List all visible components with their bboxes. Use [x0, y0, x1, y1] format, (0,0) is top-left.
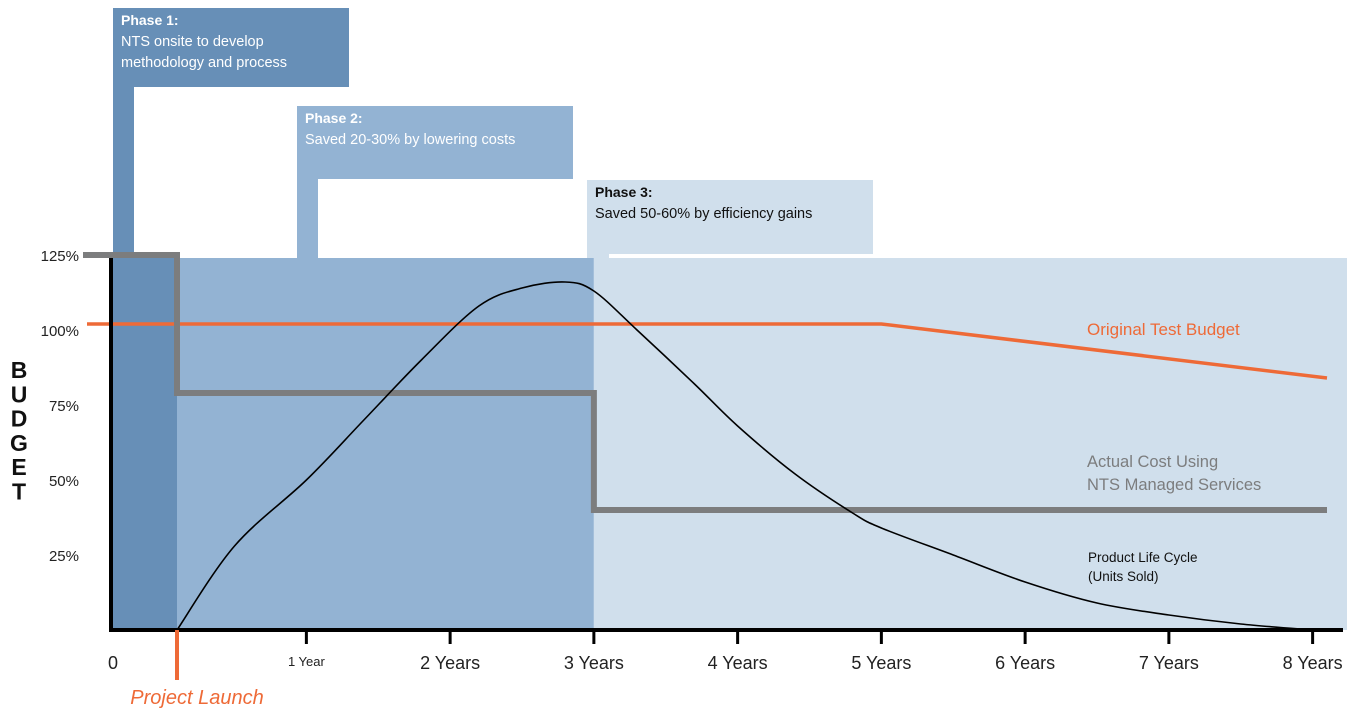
x-tick-label: 7 Years [1139, 653, 1199, 673]
x-tick-label: 4 Years [708, 653, 768, 673]
phase-1-description-line: methodology and process [121, 55, 287, 71]
y-tick-label: 125% [41, 248, 79, 265]
phase-bands [111, 8, 1347, 630]
phase-2-callout-stem [297, 179, 318, 258]
phase-band-1 [111, 258, 177, 630]
phase-2-description-line: Saved 20-30% by lowering costs [305, 132, 515, 148]
y-tick-label: 100% [41, 323, 79, 340]
y-tick-label: 75% [49, 398, 79, 415]
phase-2-callout [297, 106, 573, 179]
y-axis-label-letter: U [11, 381, 28, 407]
phase-1-title: Phase 1: [121, 12, 179, 28]
series-label-2: NTS Managed Services [1087, 476, 1261, 494]
phase-3-callout-stem [587, 254, 609, 258]
chart-labels: Phase 1: NTS onsite to develop methodology… [10, 12, 1343, 709]
y-axis-label-letter: D [11, 406, 28, 432]
phase-1-callout-stem [113, 87, 134, 258]
phase-2-title: Phase 2: [305, 110, 363, 126]
series-label-3: Product Life Cycle [1088, 550, 1198, 565]
phase-1-description-line: NTS onsite to develop [121, 34, 264, 50]
project-launch-label: Project Launch [130, 687, 263, 709]
x-tick-label: 3 Years [564, 653, 624, 673]
series-lines [83, 252, 1328, 631]
axes [109, 258, 1343, 680]
y-tick-label: 25% [49, 548, 79, 565]
series-label-2: Actual Cost Using [1087, 453, 1218, 471]
series-line-2 [83, 252, 1327, 513]
x-tick-label: 8 Years [1283, 653, 1343, 673]
y-axis-label-letter: T [12, 479, 26, 505]
x-tick-label: 0 [108, 653, 118, 673]
y-axis-label-letter: E [11, 454, 26, 480]
phase-3-description-line: Saved 50-60% by efficiency gains [595, 206, 812, 222]
x-tick-label: 1 Year [288, 654, 326, 669]
y-tick-label: 50% [49, 473, 79, 490]
phase-band-3 [593, 258, 1347, 630]
phase-band-2 [177, 258, 594, 630]
series-line-1 [87, 322, 1328, 380]
phase-3-title: Phase 3: [595, 184, 653, 200]
phase-1-callout [113, 8, 349, 87]
series-label-1: Original Test Budget [1087, 320, 1240, 339]
y-axis-label-letter: B [11, 357, 28, 383]
phase-3-callout [587, 180, 873, 254]
series-label-3: (Units Sold) [1088, 569, 1159, 584]
x-tick-label: 6 Years [995, 653, 1055, 673]
x-tick-label: 5 Years [851, 653, 911, 673]
x-tick-label: 2 Years [420, 653, 480, 673]
series-line-3 [176, 281, 1313, 631]
y-axis-label-letter: G [10, 430, 28, 456]
